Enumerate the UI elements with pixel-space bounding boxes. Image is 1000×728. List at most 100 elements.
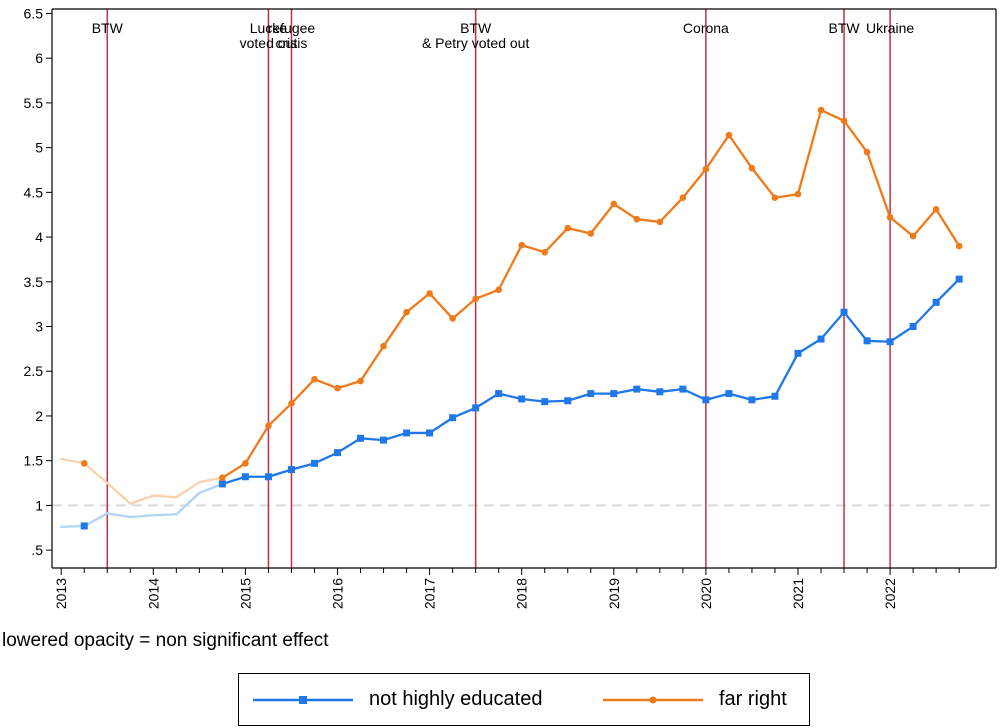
series-segment bbox=[451, 406, 477, 419]
data-point bbox=[265, 422, 272, 430]
series-segment bbox=[888, 325, 915, 343]
data-point bbox=[725, 390, 733, 398]
data-point bbox=[863, 148, 871, 156]
data-point bbox=[702, 165, 710, 173]
data-point bbox=[932, 298, 940, 306]
data-point bbox=[449, 315, 456, 322]
series-segment bbox=[589, 202, 615, 235]
data-point bbox=[541, 398, 549, 406]
series-segment bbox=[221, 462, 247, 479]
x-tick-label: 2015 bbox=[237, 578, 253, 609]
series-segment bbox=[60, 457, 86, 465]
x-tick-label: 2016 bbox=[330, 578, 346, 609]
series-segment bbox=[152, 494, 178, 499]
series-segment bbox=[497, 243, 523, 291]
series-segment bbox=[129, 514, 155, 519]
event-label: refugee bbox=[268, 20, 316, 36]
data-point bbox=[863, 337, 871, 345]
y-tick-label: 1.5 bbox=[24, 453, 44, 469]
data-point bbox=[241, 473, 249, 481]
data-point bbox=[909, 232, 917, 240]
series-segment bbox=[175, 480, 201, 499]
data-point bbox=[403, 308, 410, 316]
y-tick-label: 6.5 bbox=[24, 5, 44, 21]
series-segment bbox=[819, 108, 846, 122]
series-segment bbox=[198, 476, 224, 484]
x-tick-label: 2021 bbox=[790, 578, 806, 609]
y-tick-label: 3 bbox=[35, 319, 43, 335]
legend-label-not-highly-educated: not highly educated bbox=[369, 688, 543, 710]
series-segment bbox=[474, 288, 500, 300]
data-point bbox=[748, 396, 756, 404]
line-chart: .5 1 1.5 2 2.5 3 3.5 4 4.5 5 5.5 6 6.5 2013 2014 2015 20… bbox=[24, 5, 997, 609]
data-point bbox=[219, 474, 226, 481]
series-segment bbox=[198, 482, 224, 495]
data-point bbox=[817, 335, 825, 343]
y-tick-label: 5 bbox=[35, 140, 43, 156]
data-point bbox=[426, 290, 433, 297]
data-point bbox=[334, 384, 341, 392]
data-point bbox=[518, 241, 525, 249]
series-segment bbox=[382, 431, 408, 442]
data-point bbox=[587, 390, 595, 398]
data-point bbox=[357, 434, 365, 442]
series-segment bbox=[635, 218, 661, 224]
y-tick-label: 6 bbox=[35, 50, 43, 66]
y-tick-label: 2 bbox=[35, 408, 43, 424]
data-point bbox=[748, 164, 756, 172]
x-tick-label: 2022 bbox=[882, 578, 898, 609]
series-segment bbox=[773, 352, 800, 398]
data-point bbox=[495, 390, 503, 398]
series-segment bbox=[911, 301, 938, 328]
x-tick-label: 2020 bbox=[698, 578, 714, 609]
data-point bbox=[334, 449, 342, 457]
data-point bbox=[380, 342, 387, 350]
series-segment bbox=[750, 395, 777, 402]
data-point bbox=[840, 308, 848, 316]
series-segment bbox=[658, 387, 685, 393]
data-point bbox=[656, 388, 664, 396]
data-point bbox=[80, 522, 88, 530]
x-tick-label: 2017 bbox=[422, 578, 438, 609]
data-point bbox=[817, 106, 825, 114]
series-segment bbox=[612, 387, 638, 395]
series-segment bbox=[566, 392, 592, 402]
series-segment bbox=[681, 387, 708, 402]
series-segment bbox=[428, 292, 454, 320]
data-point bbox=[80, 460, 88, 467]
data-point bbox=[702, 396, 710, 404]
series-segment bbox=[888, 216, 915, 238]
legend: not highly educated far right bbox=[238, 673, 810, 726]
data-point bbox=[242, 460, 249, 467]
data-point bbox=[287, 466, 295, 474]
series-segment bbox=[796, 337, 823, 355]
data-point bbox=[794, 190, 802, 198]
series-segment bbox=[727, 133, 754, 170]
data-point bbox=[610, 200, 618, 208]
y-tick-label: 5.5 bbox=[24, 95, 44, 111]
y-tick-label: .5 bbox=[31, 542, 43, 558]
series-segment bbox=[244, 424, 270, 465]
series-segment bbox=[635, 387, 661, 393]
data-point bbox=[771, 392, 779, 400]
series-segment bbox=[750, 167, 777, 199]
series-segment bbox=[842, 311, 869, 342]
data-point bbox=[426, 429, 434, 437]
event-label: Lucke bbox=[250, 20, 288, 36]
series-segment bbox=[520, 397, 546, 403]
data-point bbox=[449, 414, 457, 422]
x-tick-label: 2013 bbox=[53, 578, 69, 609]
series-segment bbox=[934, 208, 961, 248]
event-label: BTW bbox=[460, 20, 492, 36]
series-segment bbox=[83, 512, 109, 528]
series-segment bbox=[773, 192, 800, 199]
series-segment bbox=[83, 462, 109, 485]
series-segment bbox=[106, 481, 132, 505]
series-segment bbox=[175, 491, 201, 516]
data-point bbox=[587, 230, 595, 237]
data-point bbox=[886, 214, 894, 221]
event-label: Ukraine bbox=[866, 20, 914, 36]
y-tick-label: 4 bbox=[35, 229, 43, 245]
data-point bbox=[357, 377, 364, 385]
data-point bbox=[541, 248, 549, 256]
